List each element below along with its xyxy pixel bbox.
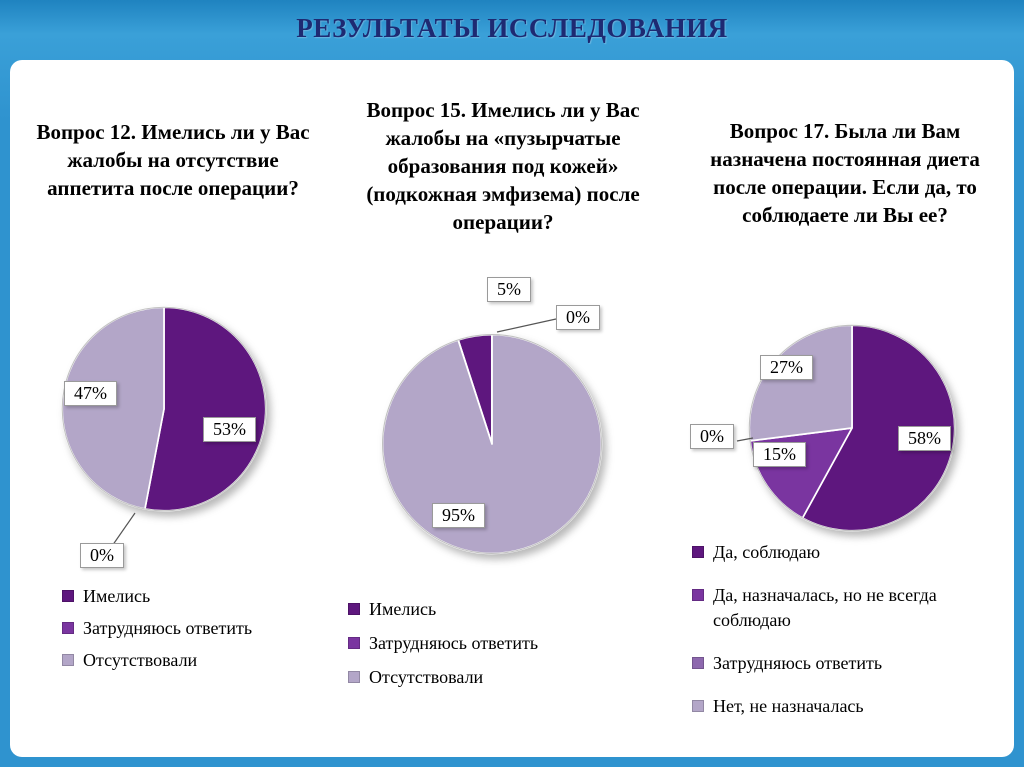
legend-item: Отсутствовали <box>62 648 326 673</box>
percent-label-27: 27% <box>760 355 813 380</box>
legend-label: Да, соблюдаю <box>713 542 821 562</box>
legend-label: Затрудняюсь ответить <box>713 653 883 673</box>
legend-label: Да, назначалась, но не всегда соблюдаю <box>713 585 937 630</box>
chart-title-q12: Вопрос 12. Имелись ли у Вас жалобы на от… <box>36 120 310 200</box>
legend-item: Нет, не назначалась <box>692 694 1006 719</box>
percent-label-0c: 0% <box>690 424 734 449</box>
legend-swatch-icon <box>692 657 704 669</box>
slide-title: РЕЗУЛЬТАТЫ ИССЛЕДОВАНИЯ <box>296 13 728 43</box>
pie-chart-q15 <box>381 333 603 555</box>
legend-item: Имелись <box>62 584 326 609</box>
legend-label: Имелись <box>369 599 437 619</box>
legend-q15: Имелись Затрудняюсь ответить Отсутствова… <box>348 597 632 690</box>
percent-label-58: 58% <box>898 426 951 451</box>
legend-label: Отсутствовали <box>369 667 484 687</box>
legend-q17: Да, соблюдаю Да, назначалась, но не всег… <box>692 540 1006 719</box>
legend-item: Отсутствовали <box>348 665 632 690</box>
legend-swatch-icon <box>692 700 704 712</box>
legend-item: Затрудняюсь ответить <box>692 651 1006 676</box>
legend-item: Имелись <box>348 597 632 622</box>
legend-swatch-icon <box>62 654 74 666</box>
legend-label: Имелись <box>83 586 151 606</box>
legend-label: Затрудняюсь ответить <box>83 618 253 638</box>
percent-label-0a: 0% <box>80 543 124 568</box>
percent-label-53: 53% <box>203 417 256 442</box>
legend-swatch-icon <box>62 590 74 602</box>
chart-title-q15: Вопрос 15. Имелись ли у Вас жалобы на «п… <box>366 98 640 234</box>
legend-label: Нет, не назначалась <box>713 696 864 716</box>
chart-title-q17: Вопрос 17. Была ли Вам назначена постоян… <box>710 119 980 227</box>
legend-item: Затрудняюсь ответить <box>348 631 632 656</box>
pie-chart-q12 <box>61 306 267 512</box>
legend-swatch-icon <box>348 671 360 683</box>
legend-swatch-icon <box>62 622 74 634</box>
legend-swatch-icon <box>692 546 704 558</box>
legend-swatch-icon <box>348 637 360 649</box>
percent-label-95: 95% <box>432 503 485 528</box>
percent-label-0b: 0% <box>556 305 600 330</box>
legend-swatch-icon <box>348 603 360 615</box>
legend-item: Да, соблюдаю <box>692 540 1006 565</box>
percent-label-5: 5% <box>487 277 531 302</box>
percent-label-47: 47% <box>64 381 117 406</box>
legend-swatch-icon <box>692 589 704 601</box>
percent-label-15: 15% <box>753 442 806 467</box>
legend-item: Затрудняюсь ответить <box>62 616 326 641</box>
legend-item: Да, назначалась, но не всегда соблюдаю <box>692 583 1006 633</box>
legend-q12: Имелись Затрудняюсь ответить Отсутствова… <box>62 584 326 673</box>
legend-label: Затрудняюсь ответить <box>369 633 539 653</box>
legend-label: Отсутствовали <box>83 650 198 670</box>
